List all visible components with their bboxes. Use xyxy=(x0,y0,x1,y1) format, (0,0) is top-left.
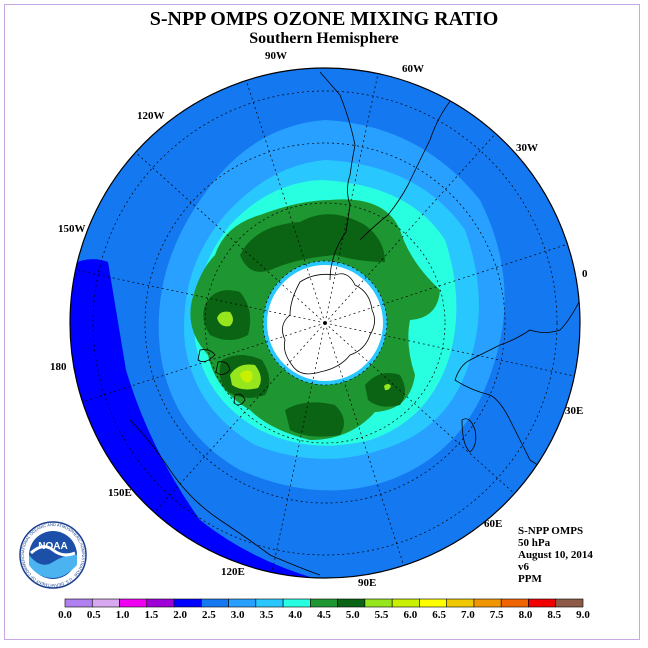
info-instrument: S-NPP OMPS xyxy=(518,525,584,537)
colorbar-tick-label: 8.0 xyxy=(518,609,533,621)
longitude-label: 60W xyxy=(402,63,424,75)
australia-coastline xyxy=(129,419,321,576)
colorbar-tick-label: 2.5 xyxy=(202,609,216,621)
colorbar xyxy=(64,598,584,608)
figure-frame xyxy=(4,4,640,640)
colorbar-swatch xyxy=(64,598,93,608)
coastlines xyxy=(129,71,580,576)
colorbar-tick-label: 5.0 xyxy=(345,609,360,621)
field-5-5-max-west xyxy=(217,311,233,327)
colorbar-swatch xyxy=(528,598,557,608)
colorbar-tick-label: 0.0 xyxy=(58,609,72,621)
info-date: August 10, 2014 xyxy=(518,549,593,561)
colorbar-swatch xyxy=(146,598,175,608)
colorbar-tick-label: 7.5 xyxy=(489,609,504,621)
colorbar-tick-label: 3.5 xyxy=(259,609,274,621)
noaa-logo-text: NOAA xyxy=(38,541,67,552)
africa-coastline xyxy=(454,299,580,481)
south-america-east-coastline xyxy=(359,89,461,241)
noaa-logo: NOAA NATIONAL OCEANIC AND ATMOSPHERIC AD… xyxy=(18,520,87,589)
colorbar-tick-label: 1.0 xyxy=(115,609,130,621)
colorbar-tick-label: 7.0 xyxy=(461,609,475,621)
colorbar-tick-label: 0.5 xyxy=(86,609,101,621)
info-units: PPM xyxy=(518,573,542,585)
colorbar-swatch xyxy=(91,598,120,608)
south-pole-marker xyxy=(323,321,327,325)
south-america-coastline xyxy=(319,71,356,233)
longitude-label: 60E xyxy=(484,518,503,530)
field-6-0-max-southwest xyxy=(240,370,253,383)
map-title: S-NPP OMPS OZONE MIXING RATIO xyxy=(149,8,499,30)
colorbar-tick-label: 5.5 xyxy=(374,609,389,621)
latitude-circle xyxy=(92,90,558,556)
longitude-label: 30W xyxy=(516,142,538,154)
colorbar-swatch xyxy=(419,598,447,608)
colorbar-swatch xyxy=(201,598,229,608)
new-zealand-coastline xyxy=(197,349,231,375)
colorbar-swatch xyxy=(337,598,366,608)
colorbar-swatch xyxy=(119,598,148,608)
longitude-label: 150W xyxy=(58,223,86,235)
longitude-label: 180 xyxy=(50,361,67,373)
colorbar-swatch xyxy=(255,598,284,608)
colorbar-swatch xyxy=(173,598,202,608)
tasmania-coastline xyxy=(233,393,246,406)
antarctic-peninsula-coastline xyxy=(329,231,347,281)
latitude-circle xyxy=(204,202,446,444)
map-subtitle: Southern Hemisphere xyxy=(249,30,399,47)
lat-lon-graticule xyxy=(75,73,575,573)
colorbar-tick-label: 3.0 xyxy=(230,609,245,621)
colorbar-swatch xyxy=(446,598,475,608)
info-version: v6 xyxy=(518,561,529,573)
colorbar-tick-label: 2.0 xyxy=(173,609,187,621)
longitude-label: 120E xyxy=(221,566,245,578)
colorbar-tick-label: 1.5 xyxy=(144,609,159,621)
dataset-info: S-NPP OMPS 50 hPa August 10, 2014 v6 PPM xyxy=(518,525,593,585)
colorbar-swatch xyxy=(310,598,338,608)
colorbar-tick-label: 6.5 xyxy=(432,609,446,621)
colorbar-tick-label: 4.5 xyxy=(317,609,331,621)
colorbar-swatch xyxy=(500,598,529,608)
latitude-circle xyxy=(262,260,388,386)
colorbar-swatch xyxy=(555,598,584,608)
colorbar-tick-label: 4.0 xyxy=(288,609,303,621)
longitude-label: 150E xyxy=(108,487,132,499)
longitude-label: 120W xyxy=(137,110,165,122)
longitude-label: 0 xyxy=(582,268,588,280)
colorbar-tick-label: 6.0 xyxy=(403,609,418,621)
colorbar-swatch xyxy=(228,598,257,608)
colorbar-tick-label: 8.5 xyxy=(547,609,562,621)
info-pressure-level: 50 hPa xyxy=(518,537,551,549)
longitude-label: 90E xyxy=(358,577,377,589)
colorbar-swatch xyxy=(364,598,393,608)
colorbar-tick-label: 9.0 xyxy=(576,609,590,621)
field-5-0-core-south xyxy=(285,402,344,437)
madagascar-coastline xyxy=(461,418,477,453)
latitude-circle xyxy=(144,142,506,504)
antarctica-coastline xyxy=(282,273,375,375)
longitude-label: 90W xyxy=(265,50,287,62)
colorbar-swatch xyxy=(282,598,311,608)
map-border xyxy=(69,67,581,579)
field-5-5-max-east xyxy=(384,384,391,391)
longitude-label: 30E xyxy=(565,405,584,417)
colorbar-swatch xyxy=(391,598,420,608)
field-5-0-core-north xyxy=(240,214,385,272)
colorbar-swatch xyxy=(473,598,502,608)
